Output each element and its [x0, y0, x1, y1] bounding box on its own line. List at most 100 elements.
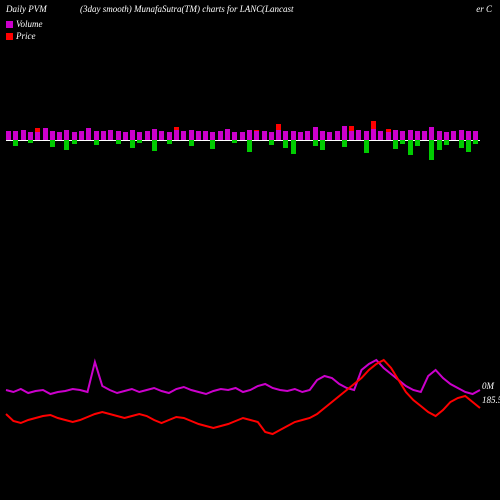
price-bar-up	[210, 140, 215, 149]
volume-bar	[269, 132, 274, 140]
header-label-left: Daily PVM	[6, 4, 47, 14]
volume-bar	[400, 131, 405, 140]
price-bar-up	[13, 140, 18, 146]
volume-bar	[320, 131, 325, 140]
volume-bar	[349, 131, 354, 140]
volume-bar	[64, 130, 69, 140]
price-bar-up	[116, 140, 121, 144]
volume-bar	[116, 131, 121, 140]
price-bar-up	[429, 140, 434, 160]
volume-bar	[283, 131, 288, 140]
volume-bar	[240, 132, 245, 140]
price-bar-up	[364, 140, 369, 153]
price-bar-up	[137, 140, 142, 143]
price-bar-up	[130, 140, 135, 148]
volume-bar	[232, 132, 237, 140]
price-bar-up	[320, 140, 325, 150]
volume-bar	[291, 131, 296, 140]
volume-bar	[437, 131, 442, 140]
price-end-label: 185.58	[482, 395, 500, 405]
volume-bar	[247, 130, 252, 140]
volume-end-label: 0M	[482, 381, 494, 391]
price-bar-up	[247, 140, 252, 152]
legend-swatch-price	[6, 33, 13, 40]
price-bar-up	[459, 140, 464, 148]
volume-bar	[21, 130, 26, 140]
volume-bar	[313, 127, 318, 140]
volume-bar	[356, 130, 361, 140]
volume-bar	[386, 132, 391, 140]
volume-bar	[378, 131, 383, 140]
volume-bar	[393, 130, 398, 140]
price-bar-up	[444, 140, 449, 145]
legend-label-volume: Volume	[16, 18, 43, 30]
price-bar-up	[64, 140, 69, 150]
volume-bar	[203, 131, 208, 140]
volume-bar	[342, 126, 347, 140]
volume-bar	[145, 131, 150, 140]
volume-bar	[94, 131, 99, 140]
volume-bar	[466, 131, 471, 140]
volume-bar	[218, 131, 223, 140]
volume-bar	[196, 131, 201, 140]
legend-label-price: Price	[16, 30, 36, 42]
price-bar-up	[408, 140, 413, 155]
volume-bar	[13, 131, 18, 140]
volume-bar	[159, 131, 164, 140]
volume-bar	[459, 130, 464, 140]
volume-bar	[35, 132, 40, 140]
volume-bar	[415, 131, 420, 140]
legend-item-volume: Volume	[6, 18, 43, 30]
lower-line-chart	[6, 340, 480, 460]
legend: Volume Price	[6, 18, 43, 42]
volume-bar	[335, 131, 340, 140]
volume-bar	[86, 128, 91, 140]
volume-bar	[444, 132, 449, 140]
price-bar-up	[342, 140, 347, 147]
volume-bar	[167, 132, 172, 140]
volume-bar	[371, 129, 376, 140]
price-bar-up	[393, 140, 398, 149]
price-bar-up	[50, 140, 55, 147]
line-chart-svg	[6, 340, 480, 460]
volume-line	[6, 360, 480, 394]
volume-bar	[189, 130, 194, 140]
price-bar-up	[473, 140, 478, 144]
upper-bar-chart	[6, 100, 480, 180]
header-label-right: er C	[476, 4, 492, 14]
volume-bar	[473, 131, 478, 140]
volume-bar	[130, 130, 135, 140]
price-bar-up	[94, 140, 99, 145]
volume-bar	[422, 131, 427, 140]
volume-bar	[152, 129, 157, 140]
price-bar-up	[400, 140, 405, 144]
volume-bar	[108, 130, 113, 140]
price-bar-up	[72, 140, 77, 144]
volume-bar	[6, 131, 11, 140]
price-bar-up	[269, 140, 274, 145]
volume-bar	[305, 131, 310, 140]
volume-bar	[43, 128, 48, 140]
volume-bar	[364, 131, 369, 140]
price-bar-up	[291, 140, 296, 154]
volume-bar	[408, 130, 413, 140]
volume-bar	[28, 132, 33, 140]
volume-bar	[181, 131, 186, 140]
chart-header: Daily PVM (3day smooth) MunafaSutra(TM) …	[0, 4, 500, 18]
volume-bar	[79, 131, 84, 140]
price-bar-up	[28, 140, 33, 143]
volume-bar	[123, 132, 128, 140]
legend-item-price: Price	[6, 30, 43, 42]
price-bar-up	[437, 140, 442, 150]
header-label-mid2: (Lancast	[262, 4, 294, 14]
price-bar-up	[189, 140, 194, 146]
volume-bar	[174, 130, 179, 140]
volume-bar	[451, 131, 456, 140]
price-bar-up	[152, 140, 157, 151]
price-line	[6, 360, 480, 434]
bars-container	[6, 100, 480, 180]
volume-bar	[101, 131, 106, 140]
volume-bar	[429, 127, 434, 140]
volume-bar	[298, 132, 303, 140]
price-bar-up	[283, 140, 288, 148]
